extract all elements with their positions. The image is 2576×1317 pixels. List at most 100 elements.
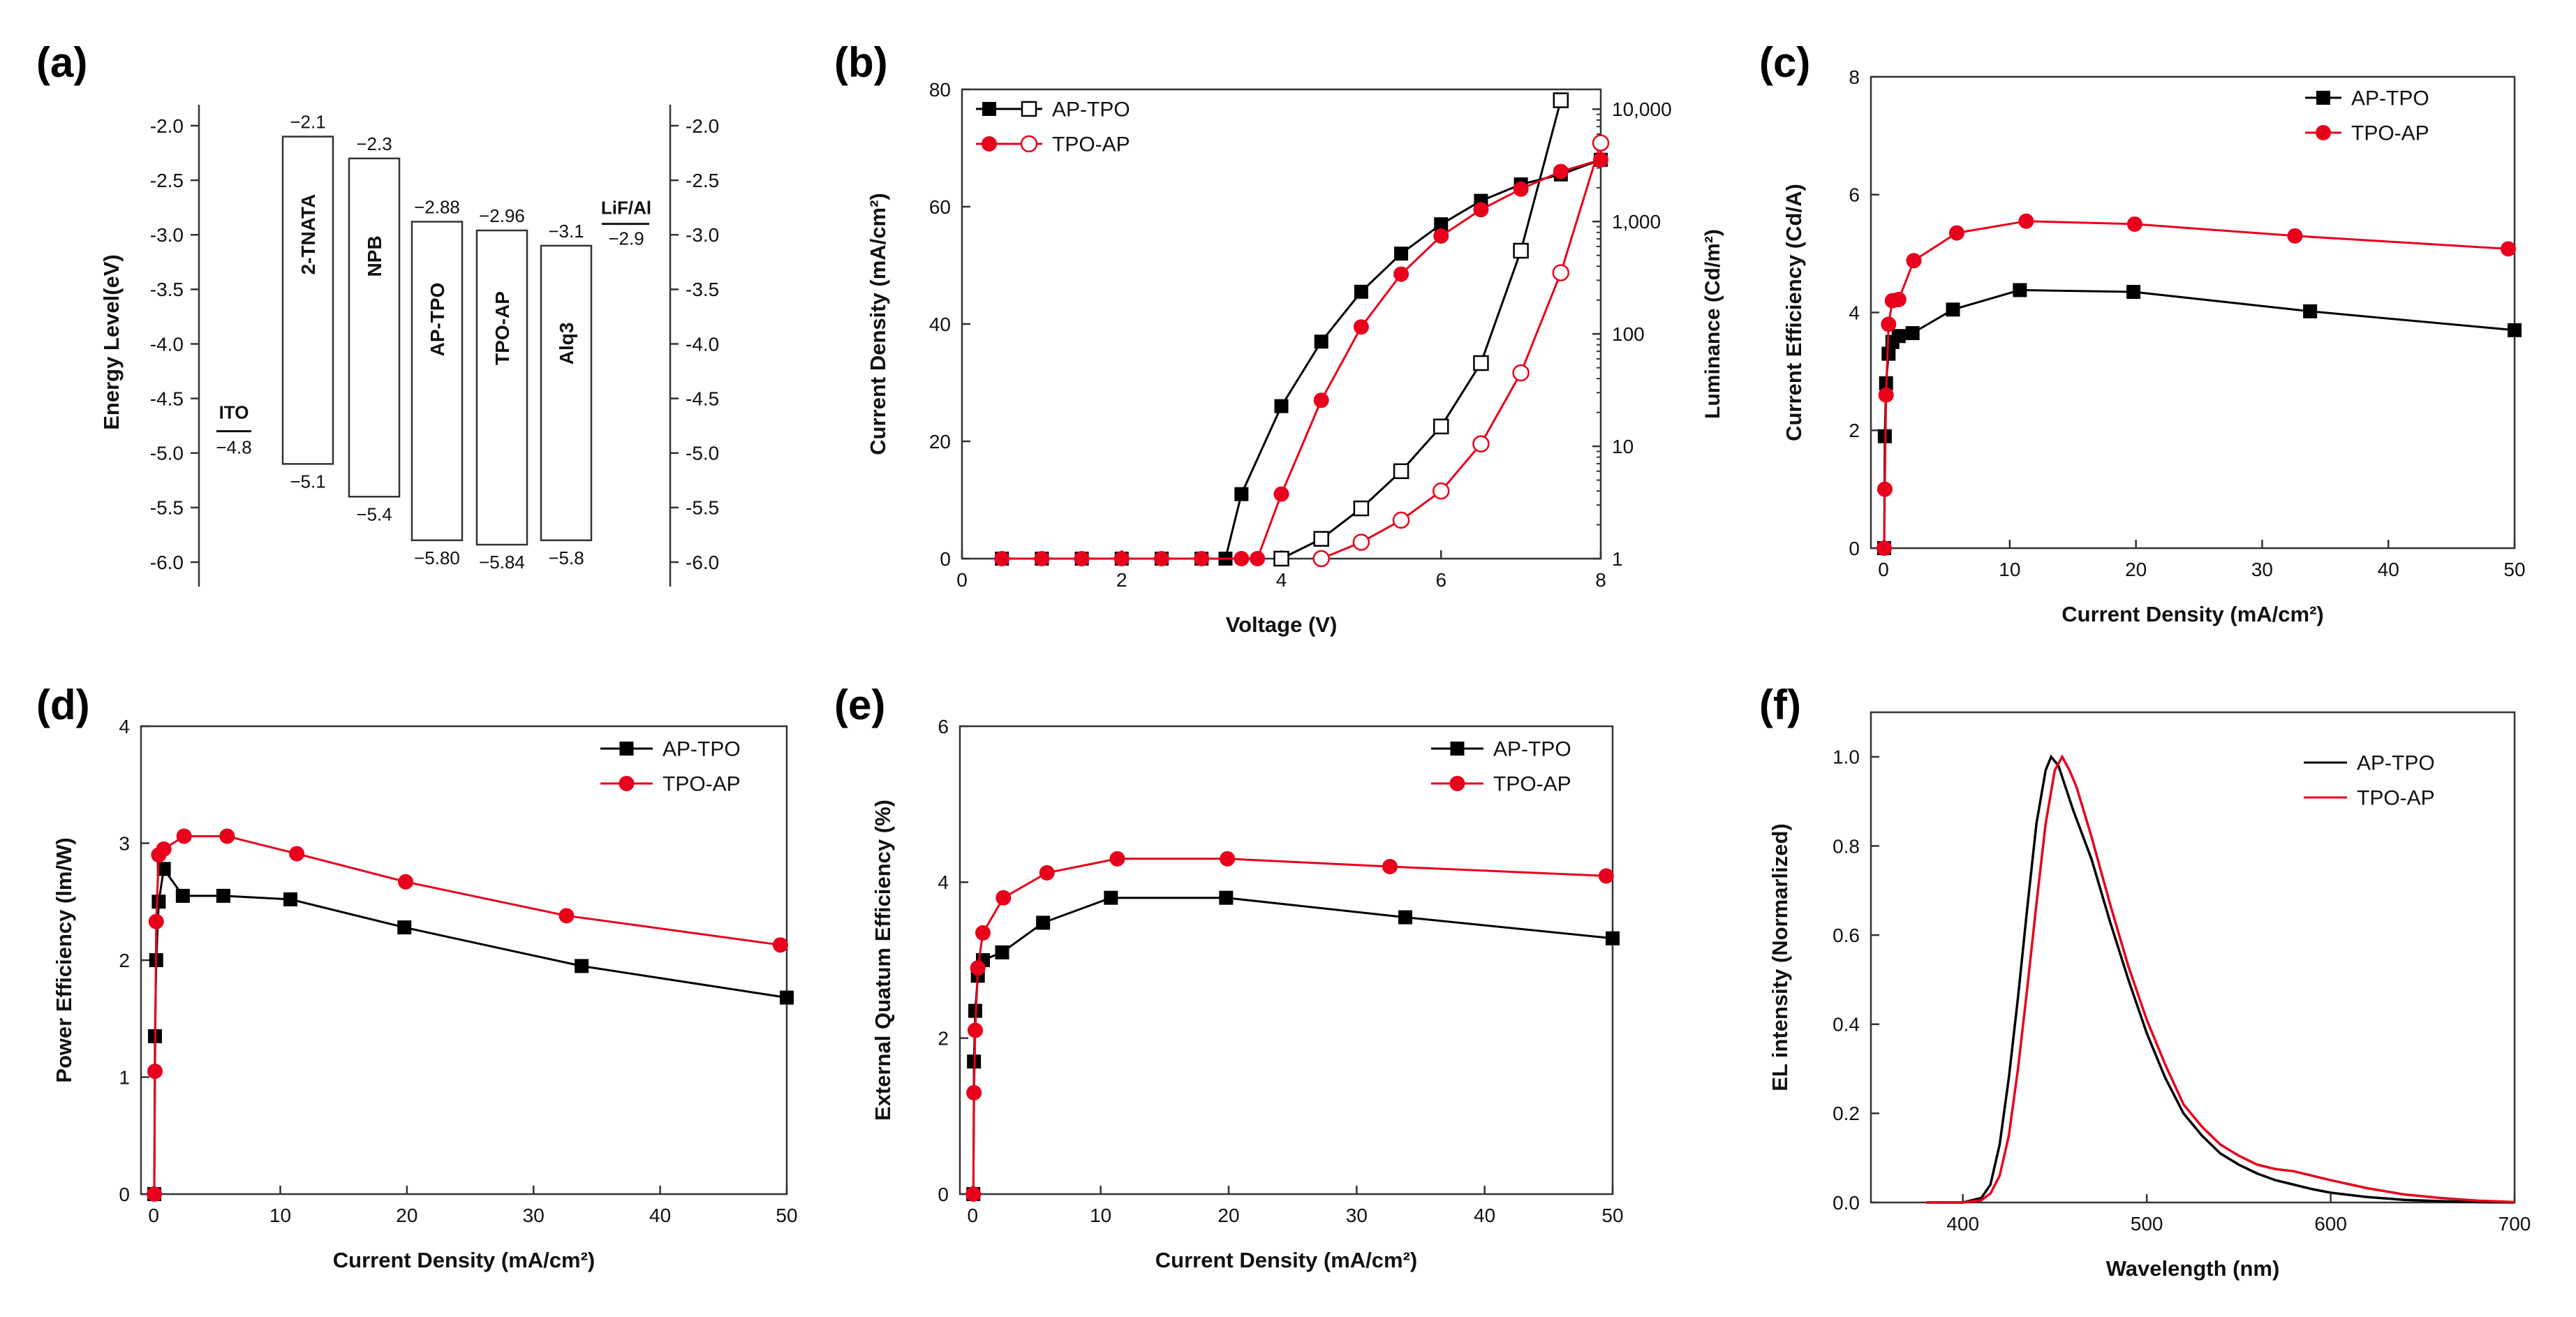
series-line-ap-tpo bbox=[1926, 754, 2515, 1204]
panel-label-b: (b) bbox=[834, 39, 888, 86]
y-tick-label-left: -4.0 bbox=[150, 333, 184, 355]
panel-label-a: (a) bbox=[36, 39, 87, 86]
data-point-tpo-ap bbox=[156, 841, 172, 857]
data-point-tpo-ap bbox=[1552, 264, 1570, 281]
data-point-ap-tpo bbox=[1219, 890, 1234, 905]
data-point-tpo-ap bbox=[1113, 551, 1130, 566]
x-tick-label: 10 bbox=[269, 1205, 291, 1226]
ito-value-label: −4.8 bbox=[216, 437, 251, 458]
panel-f-el-spectrum-chart: 400 500 600 700 0.0 0.2 0.4 0.6 0.8 1.0 Wavelength… bbox=[1768, 711, 2531, 1281]
y-tick-label: 4 bbox=[119, 716, 130, 737]
panel-label-e: (e) bbox=[834, 682, 885, 728]
legend-label: TPO-AP bbox=[2357, 787, 2435, 810]
data-point-ap-tpo bbox=[1393, 463, 1409, 480]
y-tick-label: 0 bbox=[119, 1184, 130, 1205]
panel-label-f: (f) bbox=[1759, 682, 1801, 728]
series-line-tpo-ap bbox=[1883, 220, 2509, 549]
data-point-tpo-ap bbox=[1877, 481, 1893, 497]
data-point-tpo-ap bbox=[975, 925, 991, 941]
data-point-tpo-ap bbox=[1312, 550, 1330, 568]
x-axis-label: Voltage (V) bbox=[1226, 612, 1338, 637]
data-point-tpo-ap bbox=[1881, 316, 1897, 332]
y2-tick-label: 1 bbox=[1612, 548, 1623, 570]
data-point-tpo-ap bbox=[1433, 482, 1450, 500]
y-tick-label: 0.4 bbox=[1833, 1014, 1860, 1036]
data-point-tpo-ap bbox=[1353, 319, 1369, 335]
x-tick-label: 400 bbox=[1946, 1213, 1979, 1235]
y-tick-label-left: -2.5 bbox=[150, 170, 184, 191]
x-tick-label: 500 bbox=[2131, 1213, 2163, 1235]
data-point-ap-tpo bbox=[2126, 284, 2141, 299]
panel-d-power-efficiency-chart: 0 10 20 30 40 50 0 1 2 3 4 Current Density (mA/cm²)… bbox=[52, 716, 798, 1272]
lumo-label: −2.1 bbox=[290, 112, 325, 133]
data-point-tpo-ap bbox=[1393, 266, 1409, 282]
y-tick-label-left: -2.0 bbox=[150, 115, 184, 137]
legend-label: TPO-AP bbox=[1052, 133, 1130, 156]
x-tick-label: 40 bbox=[1474, 1205, 1495, 1226]
data-point-tpo-ap bbox=[772, 937, 788, 953]
cathode-value-label: −2.9 bbox=[608, 228, 644, 249]
x-tick-label: 20 bbox=[1217, 1205, 1239, 1226]
panel-b-jvl-chart: 0 2 4 6 80204060801101001,00010,000Luminance… bbox=[866, 79, 1724, 637]
data-point-tpo-ap bbox=[968, 1022, 983, 1038]
x-axis-label: Current Density (mA/cm²) bbox=[2061, 602, 2324, 626]
legend-label: AP-TPO bbox=[2351, 87, 2429, 110]
y-tick-label-left: -5.5 bbox=[150, 497, 184, 519]
data-point-tpo-ap bbox=[1382, 859, 1398, 874]
homo-label: −5.4 bbox=[356, 503, 392, 524]
lumo-label: −2.88 bbox=[414, 197, 460, 218]
data-point-tpo-ap bbox=[1194, 551, 1210, 566]
data-point-ap-tpo bbox=[156, 862, 171, 876]
y-tick-label-left: -3.5 bbox=[150, 279, 184, 300]
y-tick-label: 0.2 bbox=[1833, 1103, 1860, 1124]
legend-marker bbox=[982, 102, 996, 116]
y-tick-label: 1.0 bbox=[1833, 746, 1860, 768]
y-tick-label: 4 bbox=[1849, 302, 1860, 323]
x-tick-label: 8 bbox=[1595, 569, 1606, 591]
legend-marker bbox=[2316, 91, 2330, 105]
data-point-tpo-ap bbox=[2500, 241, 2516, 257]
data-point-tpo-ap bbox=[1473, 202, 1489, 218]
x-tick-label: 10 bbox=[1090, 1205, 1111, 1226]
data-point-ap-tpo bbox=[1905, 326, 1920, 341]
y-tick-label: 3 bbox=[119, 832, 130, 854]
x-tick-label: 30 bbox=[2251, 559, 2273, 580]
x-tick-label: 50 bbox=[2503, 559, 2525, 580]
x-tick-label: 0 bbox=[148, 1205, 159, 1226]
plot-frame bbox=[1870, 711, 2516, 1204]
data-point-ap-tpo bbox=[1353, 500, 1370, 517]
y-tick-label: 0.0 bbox=[1833, 1192, 1860, 1214]
layer-name: NPB bbox=[364, 235, 385, 277]
y-tick-label-left: -4.5 bbox=[150, 388, 184, 409]
data-point-ap-tpo bbox=[1606, 931, 1620, 946]
panel-e-eqe-chart: 0 10 20 30 40 50 0 2 4 6 Current Density (mA/cm²) E… bbox=[871, 716, 1624, 1272]
x-tick-label: 30 bbox=[1346, 1205, 1368, 1226]
data-point-ap-tpo bbox=[151, 895, 166, 909]
x-tick-label: 50 bbox=[776, 1205, 797, 1226]
panel-labels: (a) (b) (c) (d) (e) (f) bbox=[36, 39, 1810, 728]
data-point-tpo-ap bbox=[1074, 551, 1090, 566]
lumo-label: −2.3 bbox=[356, 133, 392, 154]
data-point-tpo-ap bbox=[147, 1186, 163, 1202]
legend-marker bbox=[1449, 776, 1465, 791]
data-point-ap-tpo bbox=[995, 945, 1009, 959]
data-point-tpo-ap bbox=[995, 890, 1012, 906]
data-point-ap-tpo bbox=[216, 888, 230, 903]
data-point-ap-tpo bbox=[1273, 550, 1289, 567]
y-tick-label: 0 bbox=[1849, 538, 1860, 559]
layer-box-alq3 bbox=[540, 244, 593, 541]
data-point-tpo-ap bbox=[1876, 540, 1892, 556]
y-axis-label: Energy Level(eV) bbox=[99, 254, 124, 430]
y-tick-label-right: -6.0 bbox=[686, 552, 719, 573]
homo-label: −5.1 bbox=[290, 471, 325, 492]
data-point-tpo-ap bbox=[1878, 387, 1894, 403]
legend-marker bbox=[619, 776, 635, 791]
data-point-ap-tpo bbox=[1314, 334, 1328, 349]
x-tick-label: 0 bbox=[956, 569, 968, 591]
data-point-tpo-ap bbox=[1234, 551, 1250, 566]
layer-box-ap-tpo bbox=[410, 221, 464, 541]
y-tick-label-right: -4.5 bbox=[686, 388, 719, 409]
data-point-ap-tpo bbox=[1394, 247, 1409, 261]
data-point-ap-tpo bbox=[575, 959, 589, 973]
